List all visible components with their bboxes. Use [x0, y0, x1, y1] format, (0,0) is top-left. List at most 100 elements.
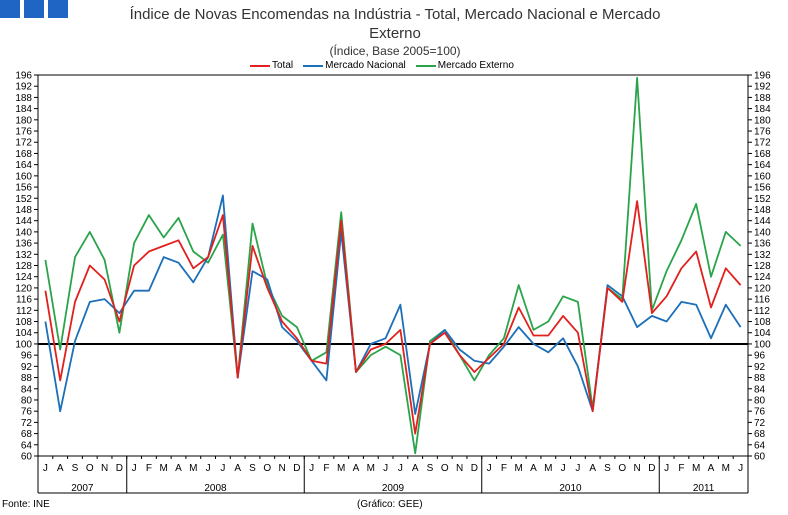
- y-tick-label-left: 92: [21, 362, 33, 373]
- x-month-label: D: [116, 463, 123, 474]
- y-tick-label-left: 112: [16, 306, 32, 317]
- x-month-label: A: [353, 463, 360, 474]
- y-tick-label-right: 160: [754, 171, 771, 182]
- y-tick-label-left: 156: [15, 183, 32, 194]
- x-month-label: S: [604, 463, 611, 474]
- y-tick-label-left: 144: [15, 216, 32, 227]
- x-year-label: 2010: [559, 483, 582, 494]
- x-month-label: J: [132, 463, 137, 474]
- x-month-label: D: [293, 463, 300, 474]
- legend-item-total: Total: [250, 60, 293, 71]
- x-month-label: J: [738, 463, 743, 474]
- y-tick-label-right: 132: [754, 250, 771, 261]
- series-line-mercado-externo: [44, 76, 742, 455]
- y-tick-label-left: 76: [21, 407, 33, 418]
- x-month-label: S: [72, 463, 79, 474]
- y-tick-label-right: 144: [754, 216, 771, 227]
- y-tick-label-right: 172: [754, 138, 771, 149]
- y-tick-label-right: 140: [754, 227, 771, 238]
- x-year-label: 2011: [693, 483, 715, 494]
- x-year-label: 2007: [71, 483, 94, 494]
- y-tick-label-right: 176: [754, 127, 771, 138]
- y-tick-label-left: 128: [15, 261, 32, 272]
- x-month-label: J: [561, 463, 566, 474]
- legend-label-total: Total: [272, 60, 294, 71]
- y-tick-label-left: 172: [15, 138, 32, 149]
- y-tick-label-right: 108: [754, 317, 771, 328]
- legend-swatch-mercado-nacional: [303, 64, 324, 67]
- x-month-label: A: [234, 463, 241, 474]
- x-month-label: F: [146, 463, 152, 474]
- x-month-label: M: [692, 463, 700, 474]
- y-tick-label-right: 64: [754, 440, 766, 451]
- x-year-label: 2009: [382, 483, 405, 494]
- y-tick-label-right: 104: [754, 328, 771, 339]
- y-tick-label-right: 196: [754, 71, 771, 82]
- y-tick-label-left: 176: [15, 127, 32, 138]
- y-tick-label-left: 188: [15, 93, 32, 104]
- y-tick-label-left: 100: [15, 339, 32, 350]
- y-tick-label-left: 184: [15, 104, 32, 115]
- legend-label-mercado-externo: Mercado Externo: [437, 60, 514, 71]
- chart-title-line2: Externo: [369, 25, 421, 42]
- x-month-label: J: [487, 463, 492, 474]
- legend-swatch-mercado-externo: [415, 64, 436, 67]
- y-tick-label-left: 88: [21, 373, 33, 384]
- x-month-label: J: [43, 463, 48, 474]
- y-tick-label-left: 132: [15, 250, 32, 261]
- x-month-label: D: [648, 463, 655, 474]
- y-tick-label-left: 104: [15, 328, 32, 339]
- y-tick-label-right: 148: [754, 205, 771, 216]
- y-tick-label-right: 72: [754, 418, 766, 429]
- y-tick-label-right: 76: [754, 407, 766, 418]
- y-tick-label-right: 188: [754, 93, 771, 104]
- y-tick-label-right: 100: [754, 339, 771, 350]
- x-month-label: N: [456, 463, 463, 474]
- y-tick-label-right: 128: [754, 261, 771, 272]
- x-month-label: S: [249, 463, 256, 474]
- x-month-label: J: [220, 463, 225, 474]
- y-tick-label-left: 64: [21, 440, 33, 451]
- gee-logo: [0, 0, 72, 18]
- y-tick-label-right: 124: [754, 272, 771, 283]
- y-tick-label-right: 116: [754, 295, 770, 306]
- y-tick-label-left: 60: [21, 452, 33, 463]
- y-tick-label-right: 120: [754, 283, 771, 294]
- plot-area: [37, 74, 749, 457]
- y-tick-label-left: 180: [15, 115, 32, 126]
- y-tick-label-left: 96: [21, 351, 33, 362]
- y-tick-label-left: 124: [15, 272, 32, 283]
- y-tick-label-right: 156: [754, 183, 771, 194]
- y-tick-label-left: 160: [15, 171, 32, 182]
- y-tick-label-left: 196: [15, 71, 32, 82]
- y-tick-label-right: 152: [754, 194, 771, 205]
- x-month-label: F: [323, 463, 329, 474]
- y-tick-label-left: 120: [15, 283, 32, 294]
- x-month-label: F: [678, 463, 684, 474]
- x-month-label: O: [263, 463, 271, 474]
- chart-subtitle: (Índice, Base 2005=100): [329, 44, 461, 58]
- x-month-label: M: [722, 463, 730, 474]
- y-tick-label-right: 136: [754, 239, 771, 250]
- y-tick-label-right: 112: [754, 306, 770, 317]
- y-tick-label-left: 108: [15, 317, 32, 328]
- x-month-label: A: [530, 463, 537, 474]
- legend-item-mercado-externo: Mercado Externo: [415, 60, 514, 71]
- x-month-label: D: [471, 463, 478, 474]
- y-tick-label-right: 80: [754, 395, 766, 406]
- x-month-label: M: [367, 463, 375, 474]
- series-line-mercado-nacional: [44, 194, 742, 415]
- x-month-label: O: [86, 463, 94, 474]
- y-tick-label-left: 164: [15, 160, 32, 171]
- x-month-label: J: [575, 463, 580, 474]
- x-month-label: J: [664, 463, 669, 474]
- x-month-label: N: [278, 463, 285, 474]
- x-month-label: M: [189, 463, 197, 474]
- y-tick-label-right: 96: [754, 351, 766, 362]
- x-month-label: A: [708, 463, 715, 474]
- x-month-label: M: [515, 463, 523, 474]
- x-month-label: O: [441, 463, 449, 474]
- y-tick-label-right: 60: [754, 452, 766, 463]
- y-tick-label-left: 148: [15, 205, 32, 216]
